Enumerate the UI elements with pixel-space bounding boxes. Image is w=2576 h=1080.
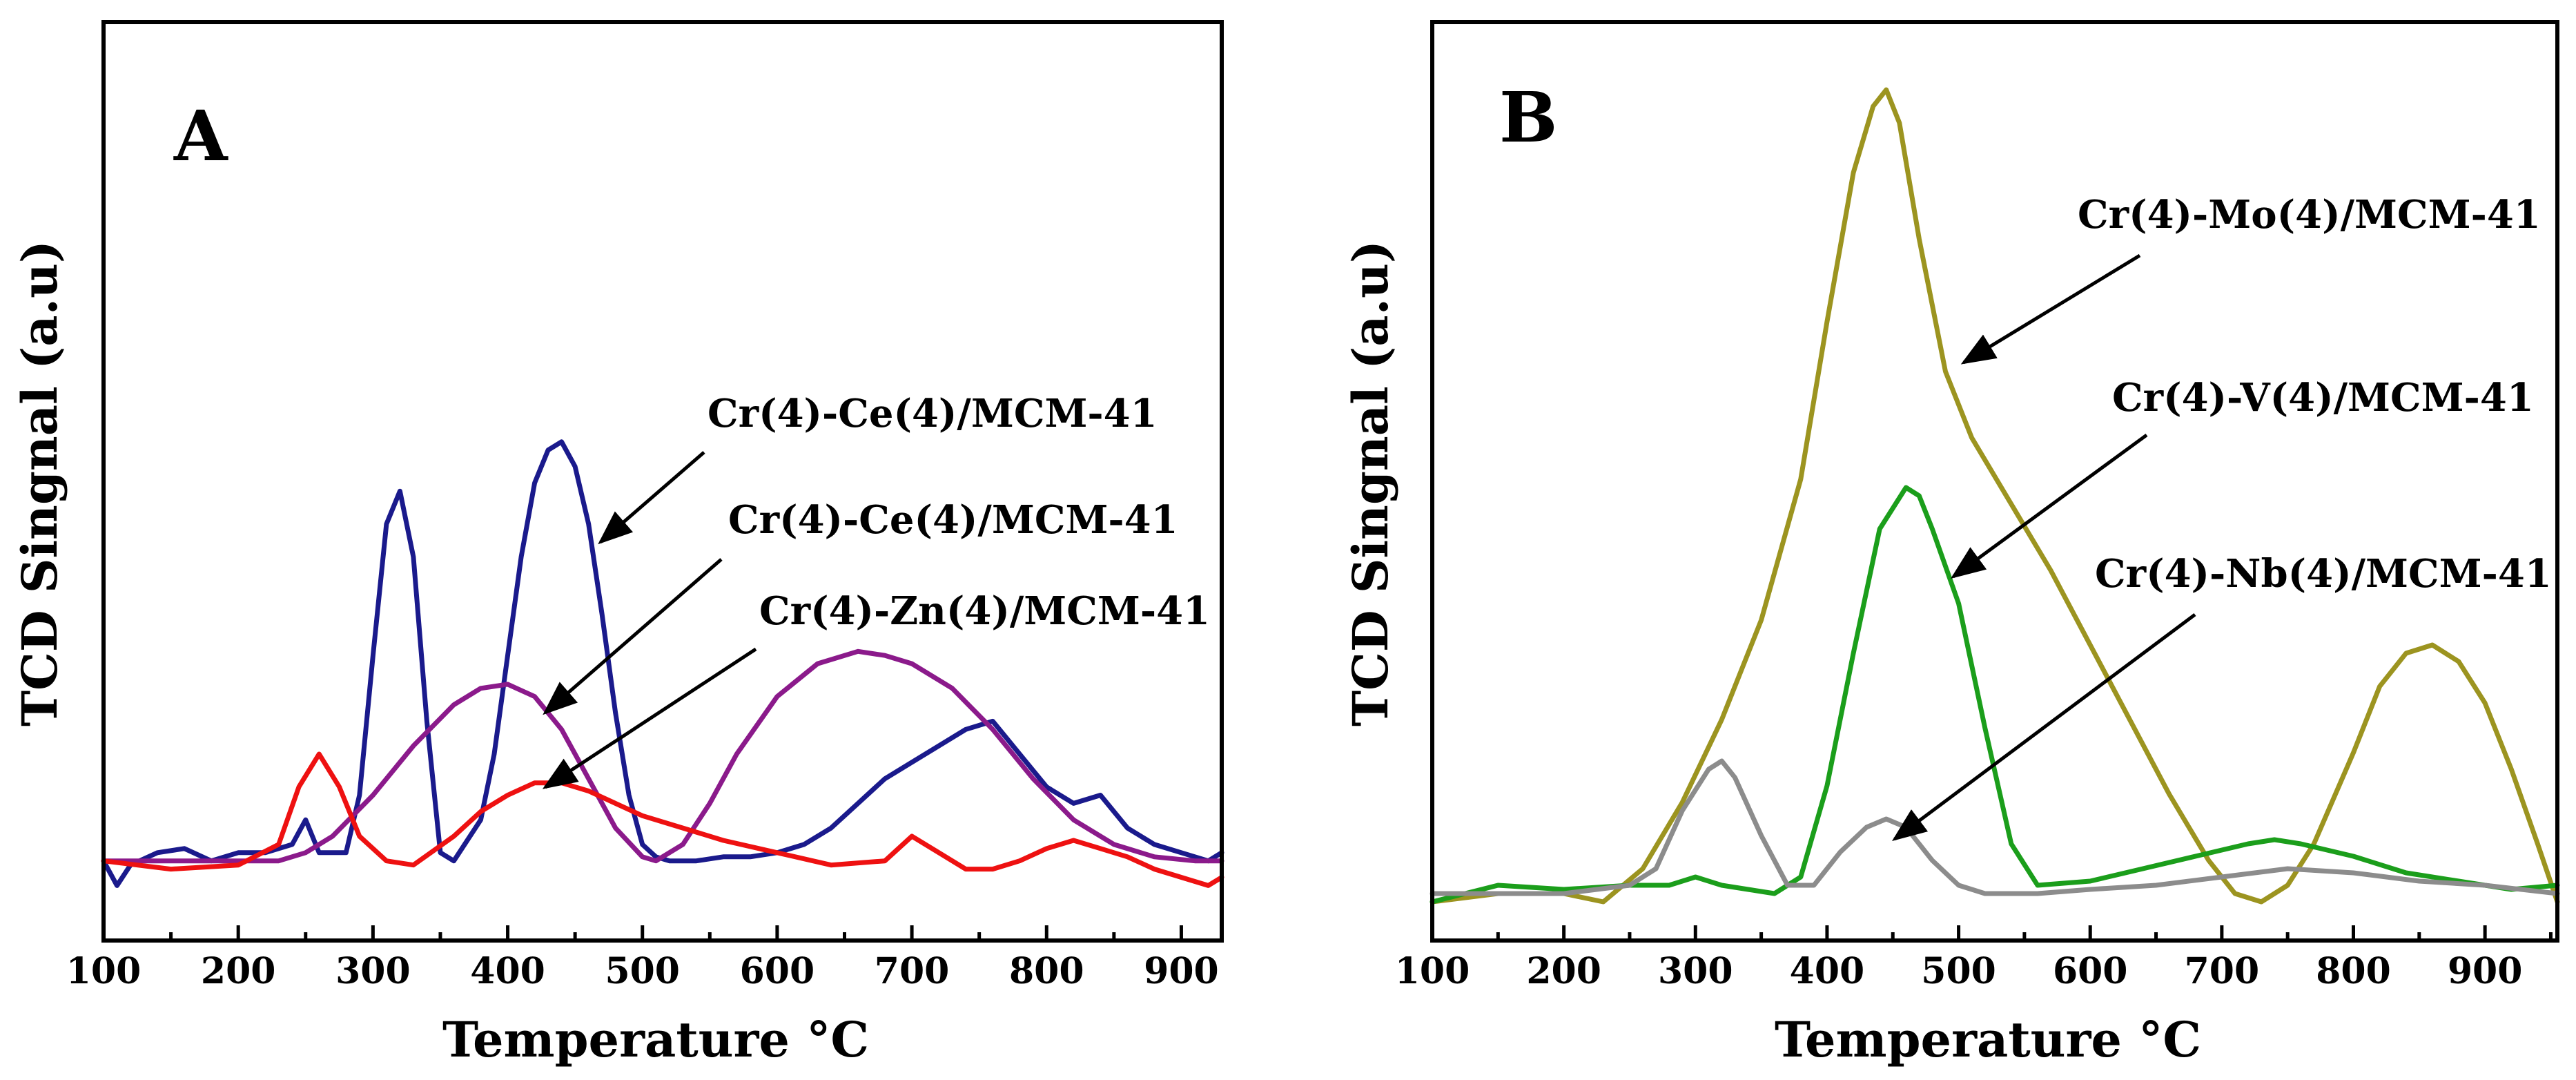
panel-a-series-line-1 — [101, 648, 1224, 864]
panel-a-x-tick-label-0: 100 — [66, 950, 142, 992]
panel-b-x-tick-label-2: 300 — [1658, 950, 1733, 992]
panel-a-letter: A — [173, 95, 228, 177]
panel-b-annotation-v: Cr(4)-V(4)/MCM-41 — [2112, 375, 2534, 421]
panel-a-arrow-zn — [542, 647, 757, 789]
panel-b-letter: B — [1499, 77, 1558, 158]
panel-a-annotation-zn: Cr(4)-Zn(4)/MCM-41 — [759, 588, 1210, 634]
panel-a-x-tick-label-7: 800 — [1009, 950, 1084, 992]
panel-b-y-axis-title: TCD Singnal (a.u) — [1342, 240, 1399, 726]
panel-a: 100 200 300 400 500 600 700 800 900 A TCD Singna… — [11, 20, 1224, 1068]
panel-b-arrow-nb — [1891, 613, 2196, 841]
panel-a-x-tick-label-3: 400 — [470, 950, 545, 992]
panel-a-x-tick-label-4: 500 — [605, 950, 680, 992]
panel-b-x-tick-label-3: 400 — [1790, 950, 1865, 992]
panel-a-x-tick-label-2: 300 — [335, 950, 411, 992]
panel-a-x-axis-title-text: Temperature — [442, 1011, 790, 1068]
panel-b-x-tick-label-0: 100 — [1395, 950, 1470, 992]
panel-b-frame — [1430, 20, 2559, 943]
panel-b-x-ticks: 100 200 300 400 500 600 700 800 900 — [1395, 925, 2553, 992]
panel-b-x-tick-label-5: 600 — [2053, 950, 2128, 992]
panel-a-x-tick-label-8: 900 — [1144, 950, 1219, 992]
panel-a-x-tick-label-6: 700 — [875, 950, 950, 992]
panel-a-annotation-ce-1: Cr(4)-Ce(4)/MCM-41 — [708, 391, 1158, 436]
panel-b-x-tick-label-6: 700 — [2185, 950, 2260, 992]
panel-b-x-axis-title-text: Temperature — [1775, 1011, 2122, 1068]
panel-b-series-line-1 — [1430, 485, 2560, 905]
panel-b-series — [1430, 87, 2560, 905]
panel-a-x-ticks: 100 200 300 400 500 600 700 800 900 — [66, 925, 1219, 992]
panel-b-x-axis-title: Temperature °C — [1775, 1011, 2201, 1068]
panel-b-annotation-nb: Cr(4)-Nb(4)/MCM-41 — [2095, 551, 2552, 597]
panel-a-arrow-ce-1 — [598, 451, 705, 545]
panel-b-x-axis-unit: °C — [2138, 1011, 2201, 1068]
panel-b-x-tick-label-4: 500 — [1921, 950, 1996, 992]
panel-b-x-tick-label-7: 800 — [2316, 950, 2391, 992]
panel-a-x-axis-unit: °C — [806, 1011, 869, 1068]
panel-b-series-line-2 — [1430, 758, 2560, 896]
panel-b-series-line-0 — [1430, 87, 2560, 905]
panel-b: 100 200 300 400 500 600 700 800 900 B TCD Singna… — [1342, 20, 2560, 1068]
panel-a-x-tick-label-5: 600 — [740, 950, 815, 992]
panel-b-arrow-mo — [1960, 253, 2141, 365]
panel-a-x-axis-title: Temperature °C — [442, 1011, 869, 1068]
panel-a-series-line-2 — [101, 751, 1224, 888]
panel-a-annotation-ce-2: Cr(4)-Ce(4)/MCM-41 — [728, 497, 1178, 543]
panel-b-annotation-mo: Cr(4)-Mo(4)/MCM-41 — [2078, 192, 2541, 238]
panel-a-x-tick-label-1: 200 — [201, 950, 276, 992]
panel-a-y-axis-title: TCD Singnal (a.u) — [11, 240, 68, 726]
panel-a-series — [101, 439, 1224, 888]
panel-b-arrow-v — [1950, 433, 2148, 579]
panel-a-frame — [101, 20, 1224, 943]
panel-b-x-tick-label-8: 900 — [2448, 950, 2523, 992]
panel-a-arrow-ce-2 — [543, 558, 723, 715]
panel-b-x-tick-label-1: 200 — [1526, 950, 1601, 992]
